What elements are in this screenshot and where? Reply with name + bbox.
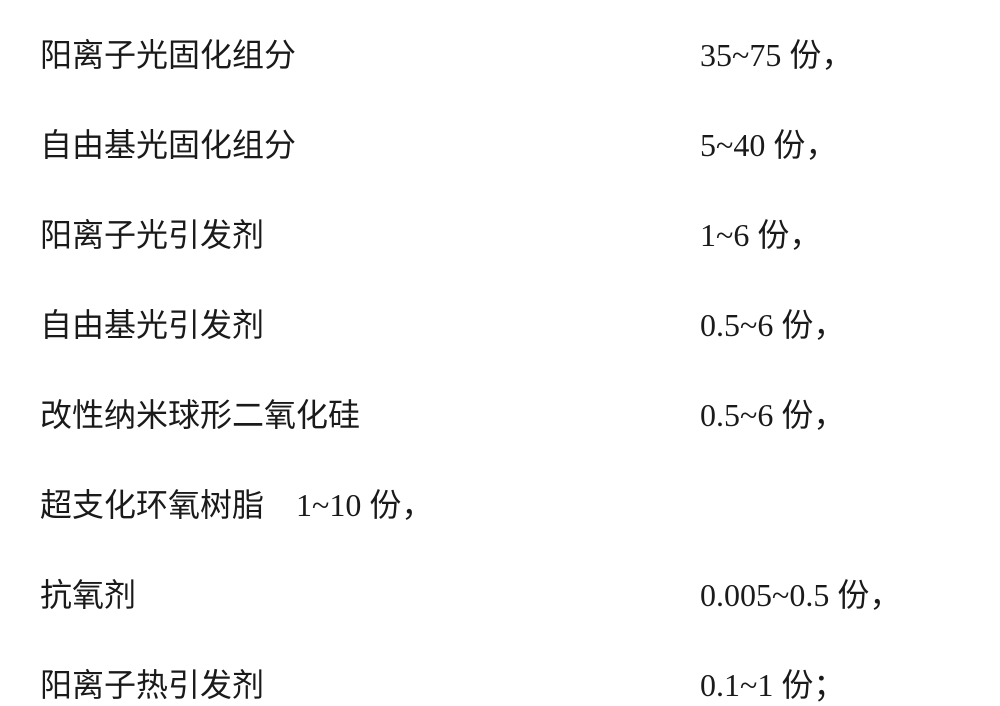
component-label: 改性纳米球形二氧化硅 xyxy=(40,390,360,436)
component-value: 1~10 份， xyxy=(296,480,433,526)
composition-row: 阳离子光引发剂 1~6 份， xyxy=(40,210,960,256)
composition-row: 阳离子光固化组分 35~75 份， xyxy=(40,30,960,76)
component-label: 阳离子光固化组分 xyxy=(40,30,296,76)
component-value: 5~40 份， xyxy=(700,120,960,166)
component-value: 0.005~0.5 份， xyxy=(700,570,960,616)
component-value: 35~75 份， xyxy=(700,30,960,76)
component-label: 阳离子热引发剂 xyxy=(40,660,264,706)
component-label: 自由基光固化组分 xyxy=(40,120,296,166)
component-value: 1~6 份， xyxy=(700,210,960,256)
component-label: 抗氧剂 xyxy=(40,570,136,616)
composition-row: 自由基光引发剂 0.5~6 份， xyxy=(40,300,960,346)
component-label: 自由基光引发剂 xyxy=(40,300,264,346)
composition-row: 超支化环氧树脂 1~10 份， xyxy=(40,480,960,526)
composition-list: 阳离子光固化组分 35~75 份， 自由基光固化组分 5~40 份， 阳离子光引… xyxy=(40,30,960,706)
composition-row: 自由基光固化组分 5~40 份， xyxy=(40,120,960,166)
component-value: 0.5~6 份， xyxy=(700,300,960,346)
composition-row: 改性纳米球形二氧化硅 0.5~6 份， xyxy=(40,390,960,436)
component-label: 超支化环氧树脂 xyxy=(40,480,264,526)
composition-row: 阳离子热引发剂 0.1~1 份； xyxy=(40,660,960,706)
component-value: 0.5~6 份， xyxy=(700,390,960,436)
composition-row: 抗氧剂 0.005~0.5 份， xyxy=(40,570,960,616)
component-value: 0.1~1 份； xyxy=(700,660,960,706)
component-label: 阳离子光引发剂 xyxy=(40,210,264,256)
